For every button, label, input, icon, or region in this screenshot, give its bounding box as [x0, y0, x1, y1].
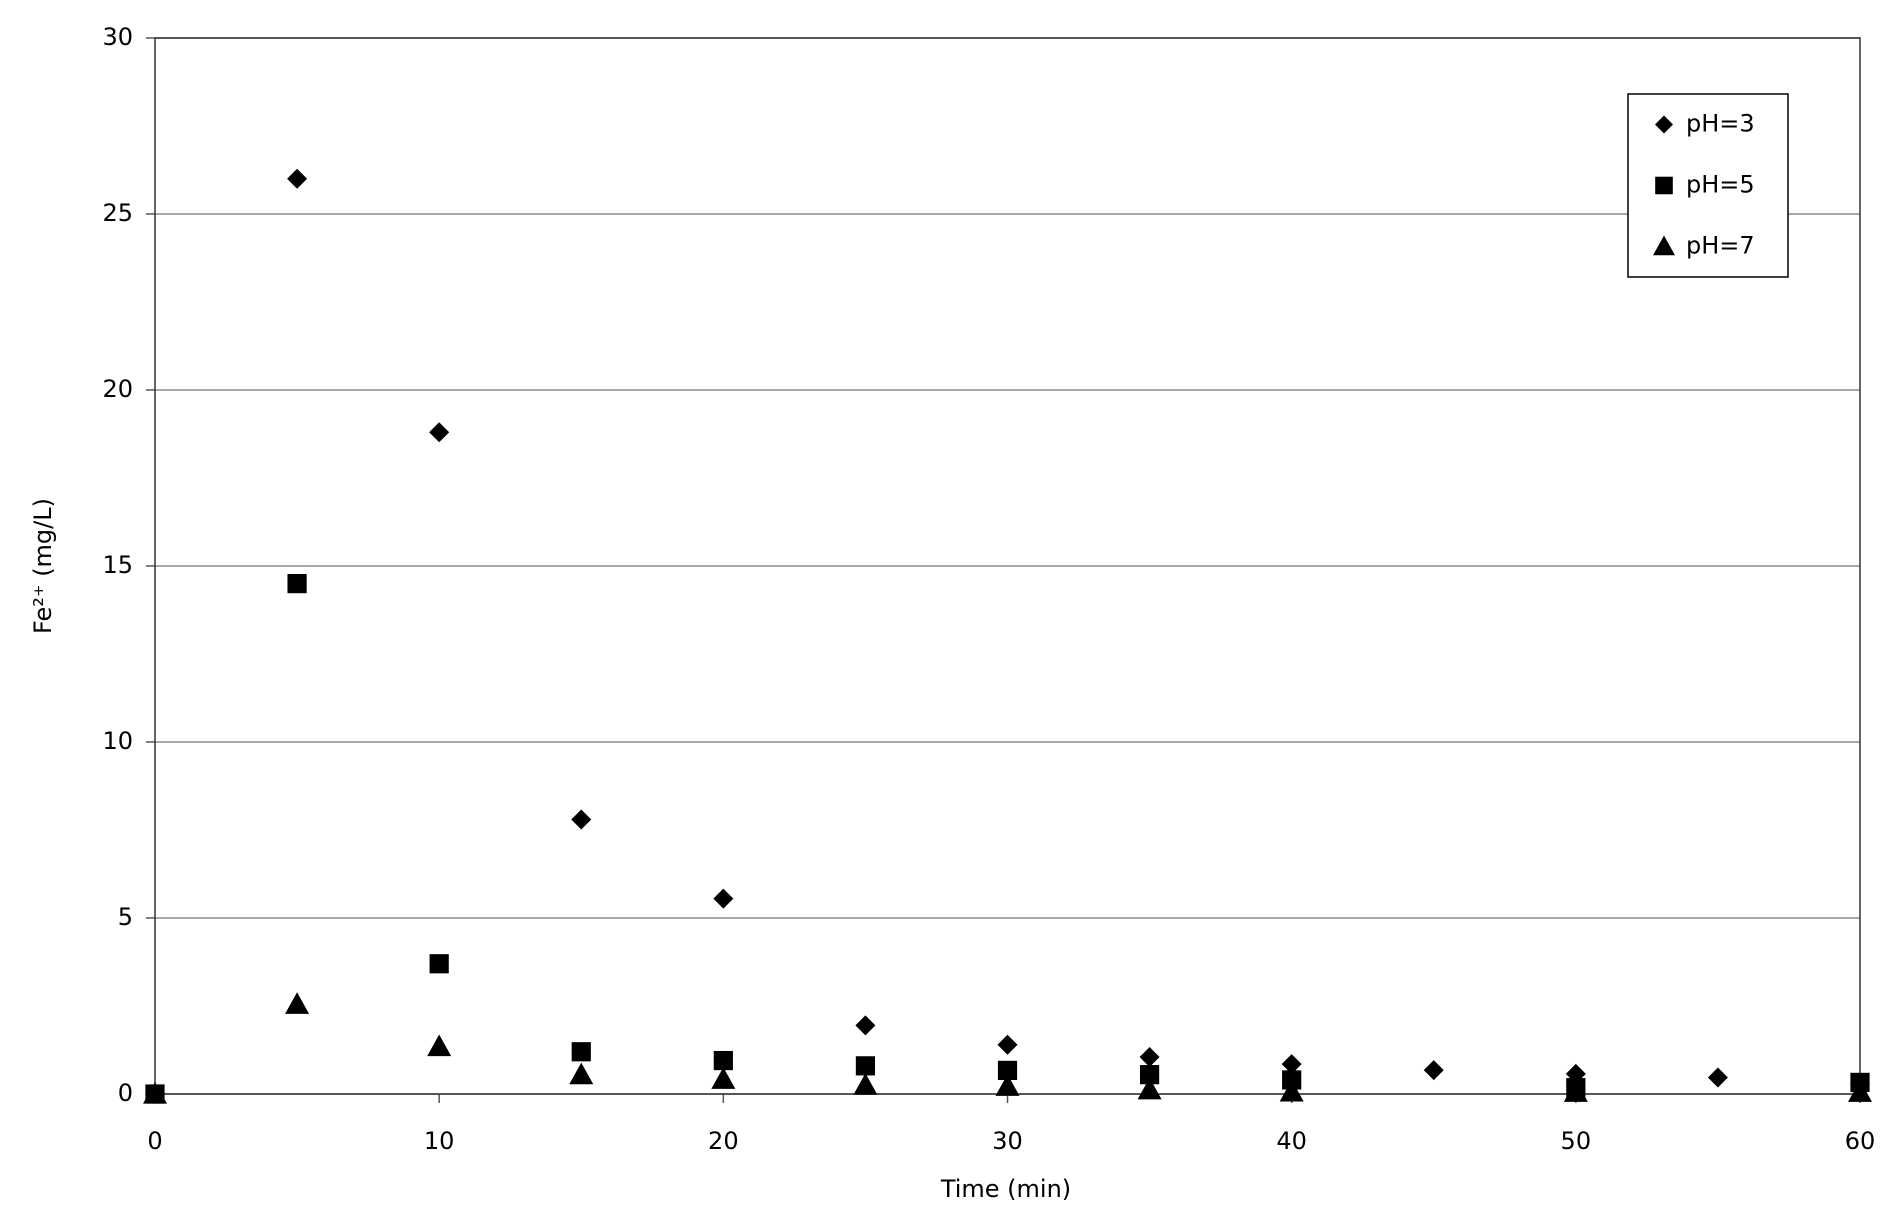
data-point — [1139, 1065, 1160, 1085]
data-point — [1139, 1047, 1160, 1068]
data-point — [1279, 1079, 1304, 1102]
data-point — [427, 1034, 452, 1057]
x-tick-label: 60 — [1845, 1127, 1876, 1155]
data-point — [713, 1050, 733, 1071]
x-tick-label: 50 — [1561, 1127, 1592, 1155]
data-point — [1707, 1067, 1728, 1088]
data-point — [569, 1062, 594, 1085]
legend-label: pH=5 — [1686, 171, 1755, 199]
y-tick-label: 0 — [118, 1079, 133, 1107]
legend-marker — [1653, 235, 1675, 256]
data-point — [143, 1082, 167, 1104]
data-point — [855, 1056, 876, 1076]
data-point — [287, 168, 308, 189]
data-point — [997, 1034, 1018, 1055]
legend-box — [1627, 93, 1789, 278]
data-point — [711, 1067, 736, 1089]
legend-label: pH=7 — [1686, 232, 1755, 260]
x-tick-label: 0 — [147, 1127, 162, 1155]
x-tick-label: 30 — [992, 1127, 1023, 1155]
data-point — [1281, 1054, 1302, 1075]
data-point — [995, 1074, 1020, 1096]
data-point — [429, 422, 450, 443]
x-axis-label: Time (min) — [940, 1175, 1071, 1203]
legend-marker — [1655, 115, 1673, 134]
y-tick-label: 10 — [102, 727, 133, 755]
x-tick-label: 20 — [708, 1127, 739, 1155]
y-tick-label: 20 — [102, 375, 133, 403]
data-point — [1563, 1080, 1588, 1102]
x-tick-label: 40 — [1276, 1127, 1307, 1155]
data-point — [1137, 1077, 1162, 1100]
data-point — [997, 1060, 1018, 1081]
data-point — [853, 1073, 878, 1095]
legend-marker — [1655, 176, 1673, 195]
data-point — [713, 888, 734, 909]
data-point — [855, 1015, 876, 1036]
data-point — [571, 1042, 591, 1062]
y-tick-label: 30 — [102, 23, 133, 51]
y-tick-label: 15 — [102, 551, 133, 579]
y-tick-label: 25 — [102, 199, 133, 227]
legend-label: pH=3 — [1686, 110, 1755, 138]
y-axis-label: Fe²⁺ (mg/L) — [29, 498, 57, 634]
data-point — [429, 954, 449, 974]
x-tick-label: 10 — [424, 1127, 455, 1155]
data-point — [287, 574, 307, 594]
data-point — [571, 809, 592, 830]
data-point — [1848, 1080, 1872, 1102]
y-tick-label: 5 — [118, 903, 133, 931]
data-point — [285, 992, 310, 1014]
data-point — [1423, 1060, 1444, 1081]
